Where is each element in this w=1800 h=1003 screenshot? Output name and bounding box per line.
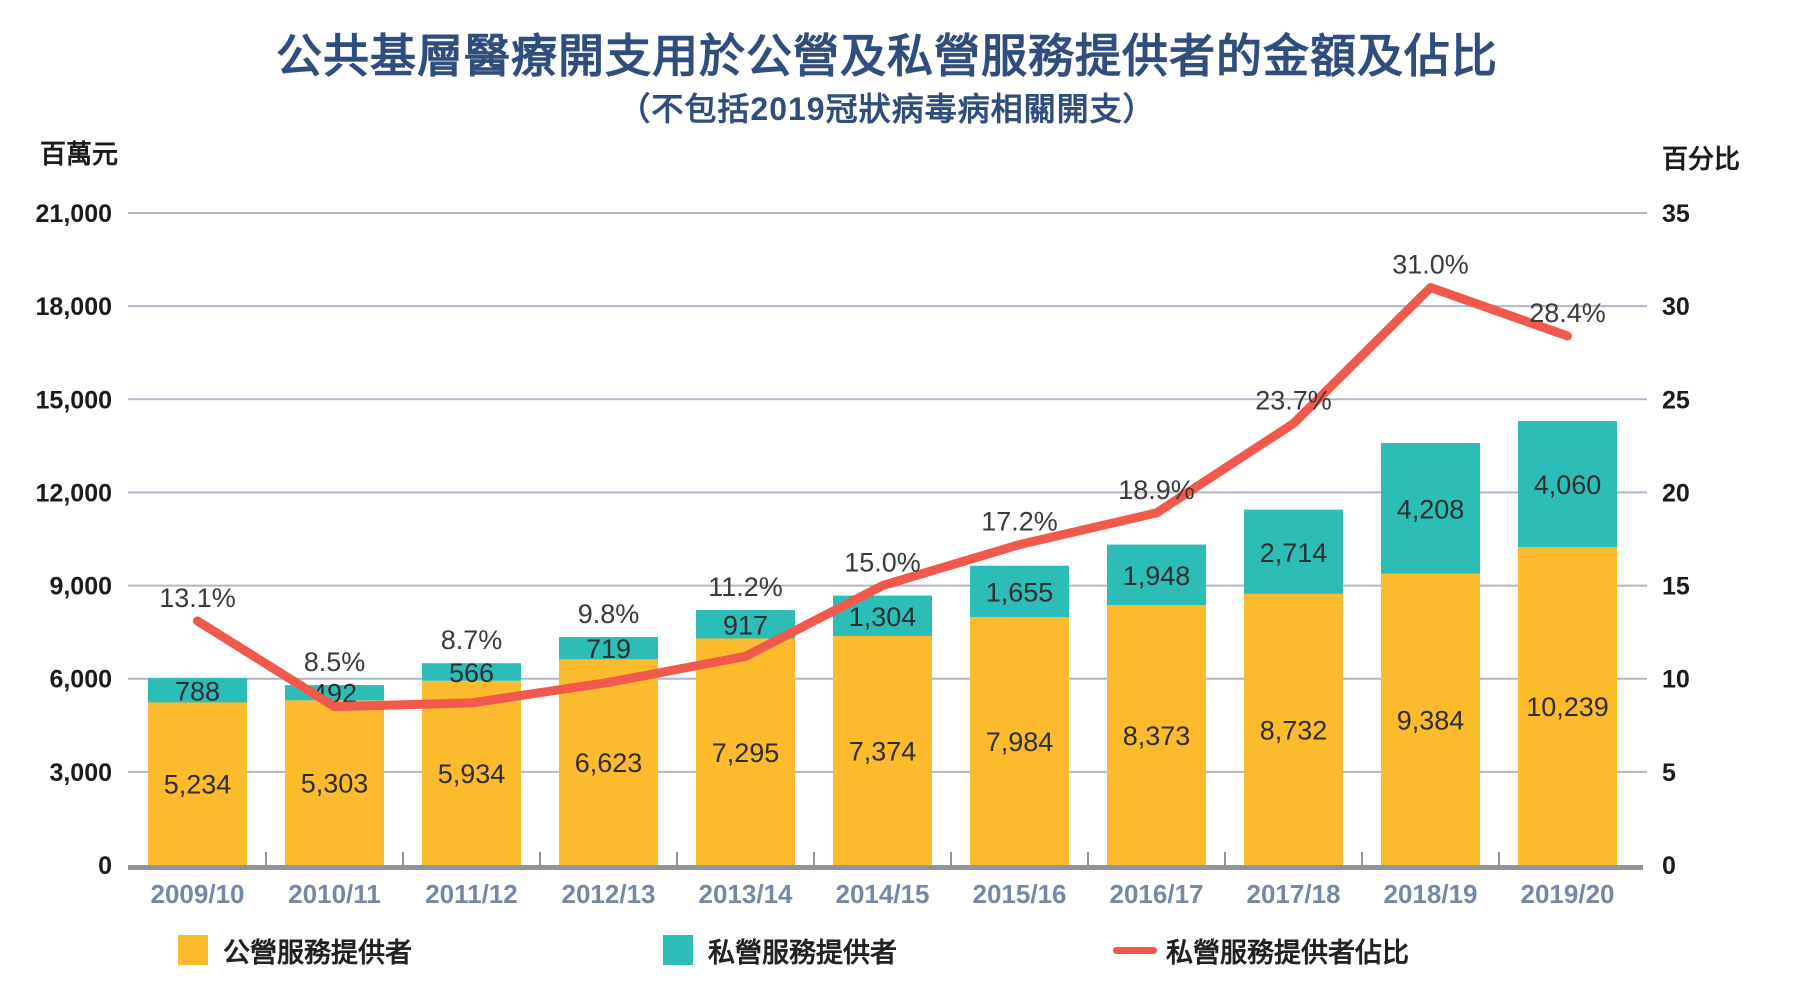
x-axis-label: 2009/10	[151, 879, 245, 909]
x-axis-label: 2019/20	[1521, 879, 1615, 909]
legend-item-public: 公營服務提供者	[178, 931, 412, 969]
left-axis-tick-label: 21,000	[36, 200, 112, 228]
left-axis-tick-label: 6,000	[49, 666, 112, 694]
bar-segment-private	[1518, 421, 1617, 548]
right-axis-tick-label: 35	[1662, 200, 1690, 228]
bar-segment-private	[1107, 544, 1206, 606]
bar-segment-public	[1518, 547, 1617, 865]
pct-label: 18.9%	[1118, 475, 1195, 505]
bar-segment-public	[833, 636, 932, 865]
bar-segment-private	[1244, 509, 1343, 594]
bar-value-label-private: 917	[723, 610, 768, 640]
bar-segment-public	[559, 659, 658, 865]
legend-swatch-public-icon	[178, 935, 208, 965]
left-axis-tick-label: 3,000	[49, 759, 112, 787]
bar-value-label-public: 8,373	[1123, 721, 1191, 751]
right-axis-tick-label: 20	[1662, 479, 1690, 507]
left-axis-tick-label: 15,000	[36, 386, 112, 414]
bar-value-label-private: 719	[586, 634, 631, 664]
bar-segment-public	[1381, 573, 1480, 865]
bar-value-label-public: 9,384	[1397, 705, 1465, 735]
pct-label: 8.5%	[304, 647, 366, 677]
chart-title: 公共基層醫療開支用於公營及私營服務提供者的金額及佔比	[276, 30, 1498, 82]
x-axis-label: 2014/15	[836, 879, 930, 909]
bar-value-label-public: 5,303	[301, 769, 369, 799]
left-axis-unit-label: 百萬元	[40, 139, 119, 169]
legend-swatch-ratio-line-icon	[1113, 946, 1157, 954]
right-axis-tick-label: 15	[1662, 573, 1690, 601]
left-axis-tick-label: 18,000	[36, 293, 112, 321]
bar-segment-public	[970, 617, 1069, 865]
bar-value-label-private: 4,208	[1397, 494, 1465, 524]
x-axis-label: 2012/13	[562, 879, 656, 909]
pct-label: 17.2%	[981, 507, 1058, 537]
x-axis-label: 2018/19	[1384, 879, 1478, 909]
bar-segment-private	[148, 678, 247, 703]
right-axis-tick-label: 25	[1662, 386, 1690, 414]
right-axis-tick-label: 10	[1662, 666, 1690, 694]
legend-item-private: 私營服務提供者	[663, 931, 897, 969]
x-axis-label: 2013/14	[699, 879, 794, 909]
bar-value-label-private: 788	[175, 676, 220, 706]
bar-value-label-public: 8,732	[1260, 715, 1328, 745]
bar-segment-public	[422, 680, 521, 865]
ratio-line-series	[193, 283, 1572, 712]
pct-label: 9.8%	[578, 599, 640, 629]
legend-swatch-private-icon	[663, 935, 693, 965]
pct-label: 23.7%	[1255, 386, 1332, 416]
pct-label: 15.0%	[844, 548, 921, 578]
bar-value-label-private: 1,948	[1123, 561, 1191, 591]
bar-segment-public	[1244, 593, 1343, 865]
pct-label: 31.0%	[1392, 250, 1469, 280]
x-axis-label: 2011/12	[425, 879, 518, 909]
bar-value-label-public: 5,234	[164, 770, 232, 800]
chart-subtitle: （不包括2019冠狀病毒病相關開支）	[618, 91, 1156, 127]
legend-label-public: 公營服務提供者	[223, 937, 412, 968]
bar-value-label-private: 1,304	[849, 602, 917, 632]
legend-label-private: 私營服務提供者	[708, 937, 897, 968]
right-axis-tick-label: 30	[1662, 293, 1690, 321]
bar-segment-private	[696, 610, 795, 639]
bar-value-label-public: 10,239	[1526, 692, 1609, 722]
bar-segment-private	[970, 565, 1069, 618]
right-axis-tick-label: 0	[1662, 852, 1676, 880]
bar-value-label-private: 4,060	[1534, 470, 1602, 500]
pct-label: 28.4%	[1529, 298, 1606, 328]
right-axis-tick-label: 5	[1662, 759, 1676, 787]
left-axis-tick-label: 9,000	[49, 573, 112, 601]
bar-value-label-public: 5,934	[438, 759, 506, 789]
left-axis-tick-label: 12,000	[36, 479, 112, 507]
bar-value-label-public: 6,623	[575, 748, 643, 778]
x-axis-label: 2010/11	[288, 879, 381, 909]
bar-value-label-public: 7,374	[849, 737, 917, 767]
bar-segment-public	[148, 702, 247, 865]
bar-value-label-private: 1,655	[986, 577, 1054, 607]
bar-segment-private	[422, 663, 521, 681]
x-axis-label: 2017/18	[1247, 879, 1341, 909]
pct-label: 13.1%	[159, 583, 236, 613]
bar-segment-public	[696, 638, 795, 865]
bar-segment-private	[559, 637, 658, 660]
legend-item-ratio: 私營服務提供者佔比	[1113, 931, 1409, 969]
pct-label: 8.7%	[441, 625, 503, 655]
right-axis-unit-label: 百分比	[1662, 144, 1741, 174]
x-axis-label: 2015/16	[973, 879, 1067, 909]
bar-value-label-public: 7,295	[712, 738, 780, 768]
x-axis-label: 2016/17	[1110, 879, 1204, 909]
legend-label-ratio: 私營服務提供者佔比	[1166, 937, 1409, 968]
bar-segment-private	[1381, 443, 1480, 574]
bar-value-label-public: 7,984	[986, 727, 1054, 757]
bar-segment-public	[285, 700, 384, 865]
bar-value-label-private: 566	[449, 658, 494, 688]
left-axis-tick-label: 0	[98, 852, 112, 880]
pct-label: 11.2%	[708, 572, 783, 602]
bar-value-label-private: 2,714	[1260, 538, 1328, 568]
bar-segment-public	[1107, 605, 1206, 865]
